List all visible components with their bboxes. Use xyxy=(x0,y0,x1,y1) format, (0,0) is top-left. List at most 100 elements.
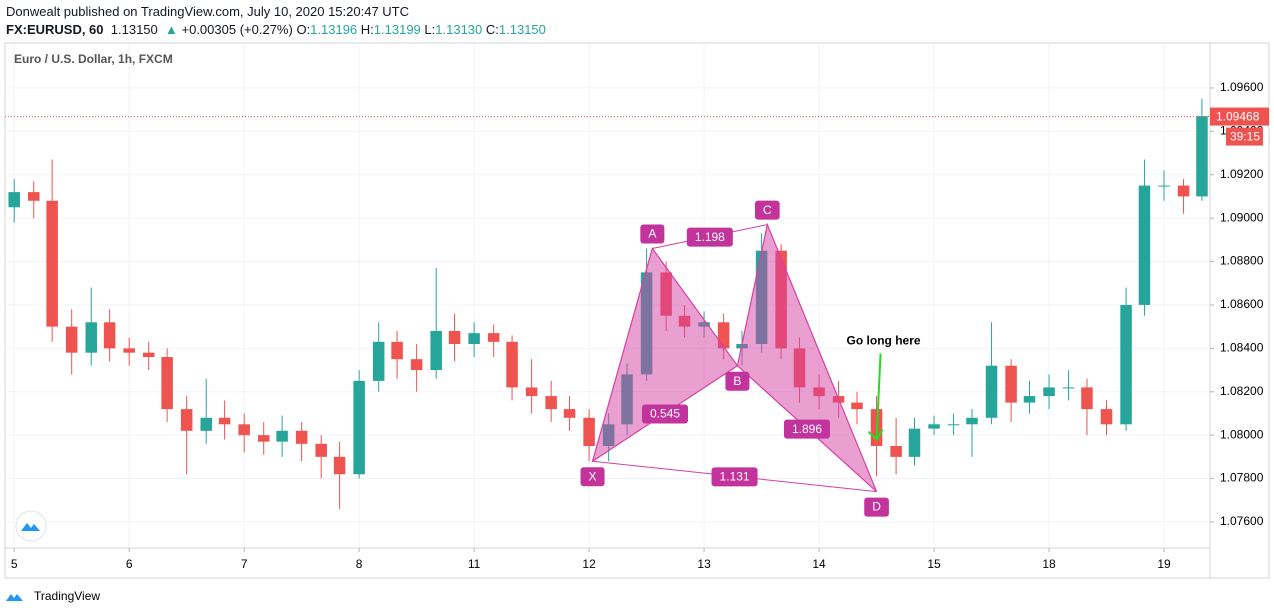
point-label-box xyxy=(864,497,889,517)
ratio-label-box xyxy=(686,227,733,247)
candle-body xyxy=(295,430,308,444)
y-tick-label: 1.07600 xyxy=(1220,514,1264,528)
candle-body xyxy=(391,341,403,360)
x-tick-label: 14 xyxy=(812,557,826,571)
candle-body xyxy=(525,387,538,397)
y-tick-label: 1.09200 xyxy=(1220,167,1264,181)
pattern-triangle xyxy=(736,222,878,493)
candle-body xyxy=(27,192,40,201)
candle-body xyxy=(315,443,327,457)
candle-body xyxy=(333,456,346,475)
candle-body xyxy=(161,357,173,410)
candle-body xyxy=(1120,304,1132,425)
y-tick-label: 1.08000 xyxy=(1220,427,1264,441)
candle-body xyxy=(1081,387,1093,410)
candle-body xyxy=(890,446,902,457)
x-tick-label: 11 xyxy=(468,557,481,571)
candle-body xyxy=(947,424,960,426)
candle-body xyxy=(372,341,385,381)
candle-body xyxy=(1100,409,1113,425)
candle-body xyxy=(1177,185,1190,197)
ratio-label-box xyxy=(641,404,689,424)
candle-body xyxy=(908,428,921,457)
candle-body xyxy=(985,365,998,418)
last-price-box xyxy=(1210,107,1269,126)
point-label: X xyxy=(589,469,597,483)
candle-body xyxy=(1043,387,1055,397)
ratio-label: 0.545 xyxy=(650,407,680,421)
annotation-arrow xyxy=(867,353,884,442)
pattern-triangle xyxy=(591,247,739,463)
ratio-label: 1.131 xyxy=(720,470,750,484)
ohlc-value: 1.13150 xyxy=(498,22,546,37)
candle-body xyxy=(46,200,58,327)
last-price-label: 1.09468 xyxy=(1216,110,1260,124)
logo-icon xyxy=(21,523,40,531)
ohlc-value: 1.13196 xyxy=(310,22,358,37)
point-label-box xyxy=(580,467,605,487)
chart-title: Euro / U.S. Dollar, 1h, FXCM xyxy=(14,52,173,66)
candle-body xyxy=(583,417,595,447)
ratio-label: 1.896 xyxy=(792,422,822,436)
candle-body xyxy=(103,322,116,349)
grid xyxy=(5,43,1210,548)
x-tick-label: 19 xyxy=(1157,557,1171,571)
candle-body xyxy=(1138,185,1151,305)
x-tick-label: 15 xyxy=(927,557,941,571)
ratio-label-box xyxy=(711,467,758,487)
arrow: ▲ xyxy=(165,22,178,37)
candle-body xyxy=(506,341,518,388)
x-tick-label: 8 xyxy=(356,557,363,571)
publish-text: Donwealt published on TradingView.com, J… xyxy=(6,4,410,19)
y-tick-label: 1.09600 xyxy=(1220,80,1264,94)
publish-line: Donwealt published on TradingView.com, J… xyxy=(6,4,409,19)
x-tick-label: 13 xyxy=(697,557,711,571)
chart-frame xyxy=(4,42,1270,579)
candle-body xyxy=(200,417,212,431)
candle-body xyxy=(1023,396,1036,403)
candle-body xyxy=(1158,185,1170,187)
candle-body xyxy=(85,322,97,353)
x-tick-label: 12 xyxy=(582,557,596,571)
candle-body xyxy=(1062,387,1075,389)
candle-body xyxy=(563,409,576,418)
candle-body xyxy=(430,330,442,371)
candle-body xyxy=(218,417,231,425)
footer-brand: TradingView xyxy=(34,589,100,603)
candle-body xyxy=(142,352,155,358)
symbol-line: FX:EURUSD, 60 1.13150 ▲ +0.00305 (+0.27%… xyxy=(6,22,546,37)
footer-logo xyxy=(6,594,23,601)
symbol: FX:EURUSD, 60 xyxy=(6,22,104,37)
candle-body xyxy=(717,322,730,349)
ratio-label-box xyxy=(783,419,831,439)
candle-body xyxy=(448,330,461,345)
ohlc-label: H: xyxy=(360,22,374,37)
point-label: C xyxy=(763,203,772,217)
candle-body xyxy=(966,417,978,425)
candle-body xyxy=(410,359,423,371)
candle-body xyxy=(257,435,270,442)
candle-body xyxy=(545,396,557,410)
ohlc: O:1.13196 H:1.13199 L:1.13130 C:1.13150 xyxy=(296,22,545,37)
point-label: D xyxy=(872,500,881,514)
y-tick-label: 1.08400 xyxy=(1220,341,1264,355)
point-label-box xyxy=(754,200,780,220)
candle-body xyxy=(238,424,250,436)
x-tick-label: 7 xyxy=(241,557,248,571)
y-tick-label: 1.08200 xyxy=(1220,384,1264,398)
price: 1.13150 xyxy=(110,22,158,37)
y-tick-label: 1.08600 xyxy=(1220,297,1264,311)
candle-body xyxy=(123,348,135,353)
candle-body xyxy=(8,192,20,208)
ratio-label: 1.198 xyxy=(695,230,725,244)
candle-body xyxy=(851,402,863,410)
y-tick-label: 1.09000 xyxy=(1220,210,1264,224)
candle-body xyxy=(353,380,365,475)
candle-body xyxy=(487,333,500,342)
candle-body xyxy=(1005,365,1017,403)
change: +0.00305 (+0.27%) xyxy=(181,22,293,37)
ohlc-value: 1.13199 xyxy=(373,22,421,37)
y-tick-label: 1.08800 xyxy=(1220,254,1264,268)
candle-body xyxy=(468,333,480,345)
